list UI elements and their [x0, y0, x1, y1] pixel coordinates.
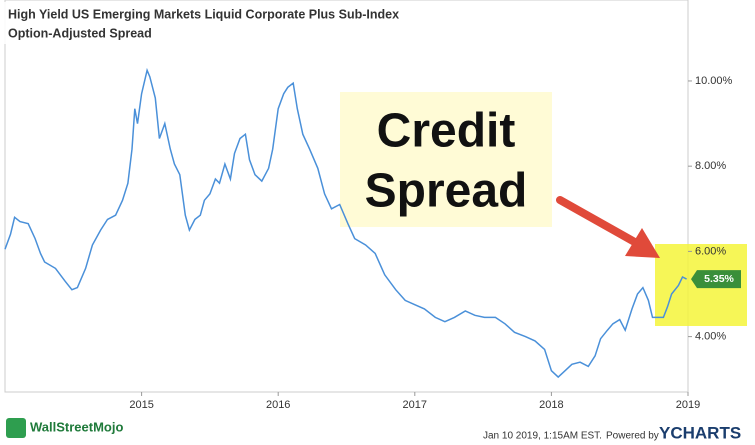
- y-tick-label: 8.00%: [695, 160, 726, 172]
- arrow: [556, 196, 660, 258]
- x-tick-label: 2017: [403, 399, 427, 411]
- brand: YCHARTS: [659, 423, 741, 442]
- timestamp: Jan 10 2019, 1:15AM EST.: [483, 431, 602, 442]
- value-flag: [691, 270, 741, 289]
- x-tick-label: 2019: [676, 399, 700, 411]
- annotation: Spread: [365, 165, 528, 218]
- chart-title: High Yield US Emerging Markets Liquid Co…: [8, 7, 399, 21]
- y-tick-label: 6.00%: [695, 245, 726, 257]
- logo-text: WallStreetMojo: [30, 419, 123, 434]
- logo: WallStreetMojo: [6, 418, 123, 438]
- powered-by: Powered by: [606, 431, 659, 442]
- annotation-box: [340, 92, 552, 227]
- y-tick-label: 10.00%: [695, 75, 733, 87]
- x-tick-label: 2015: [129, 399, 153, 411]
- y-tick-label: 4.00%: [695, 331, 726, 343]
- x-tick-label: 2018: [539, 399, 563, 411]
- line: [4, 67, 687, 379]
- x-tick-label: 2016: [266, 399, 290, 411]
- title-bg: [3, 2, 435, 44]
- annotation: Credit: [377, 105, 516, 158]
- value-label: 5.35%: [704, 273, 734, 285]
- chart-subtitle: Option-Adjusted Spread: [8, 26, 152, 40]
